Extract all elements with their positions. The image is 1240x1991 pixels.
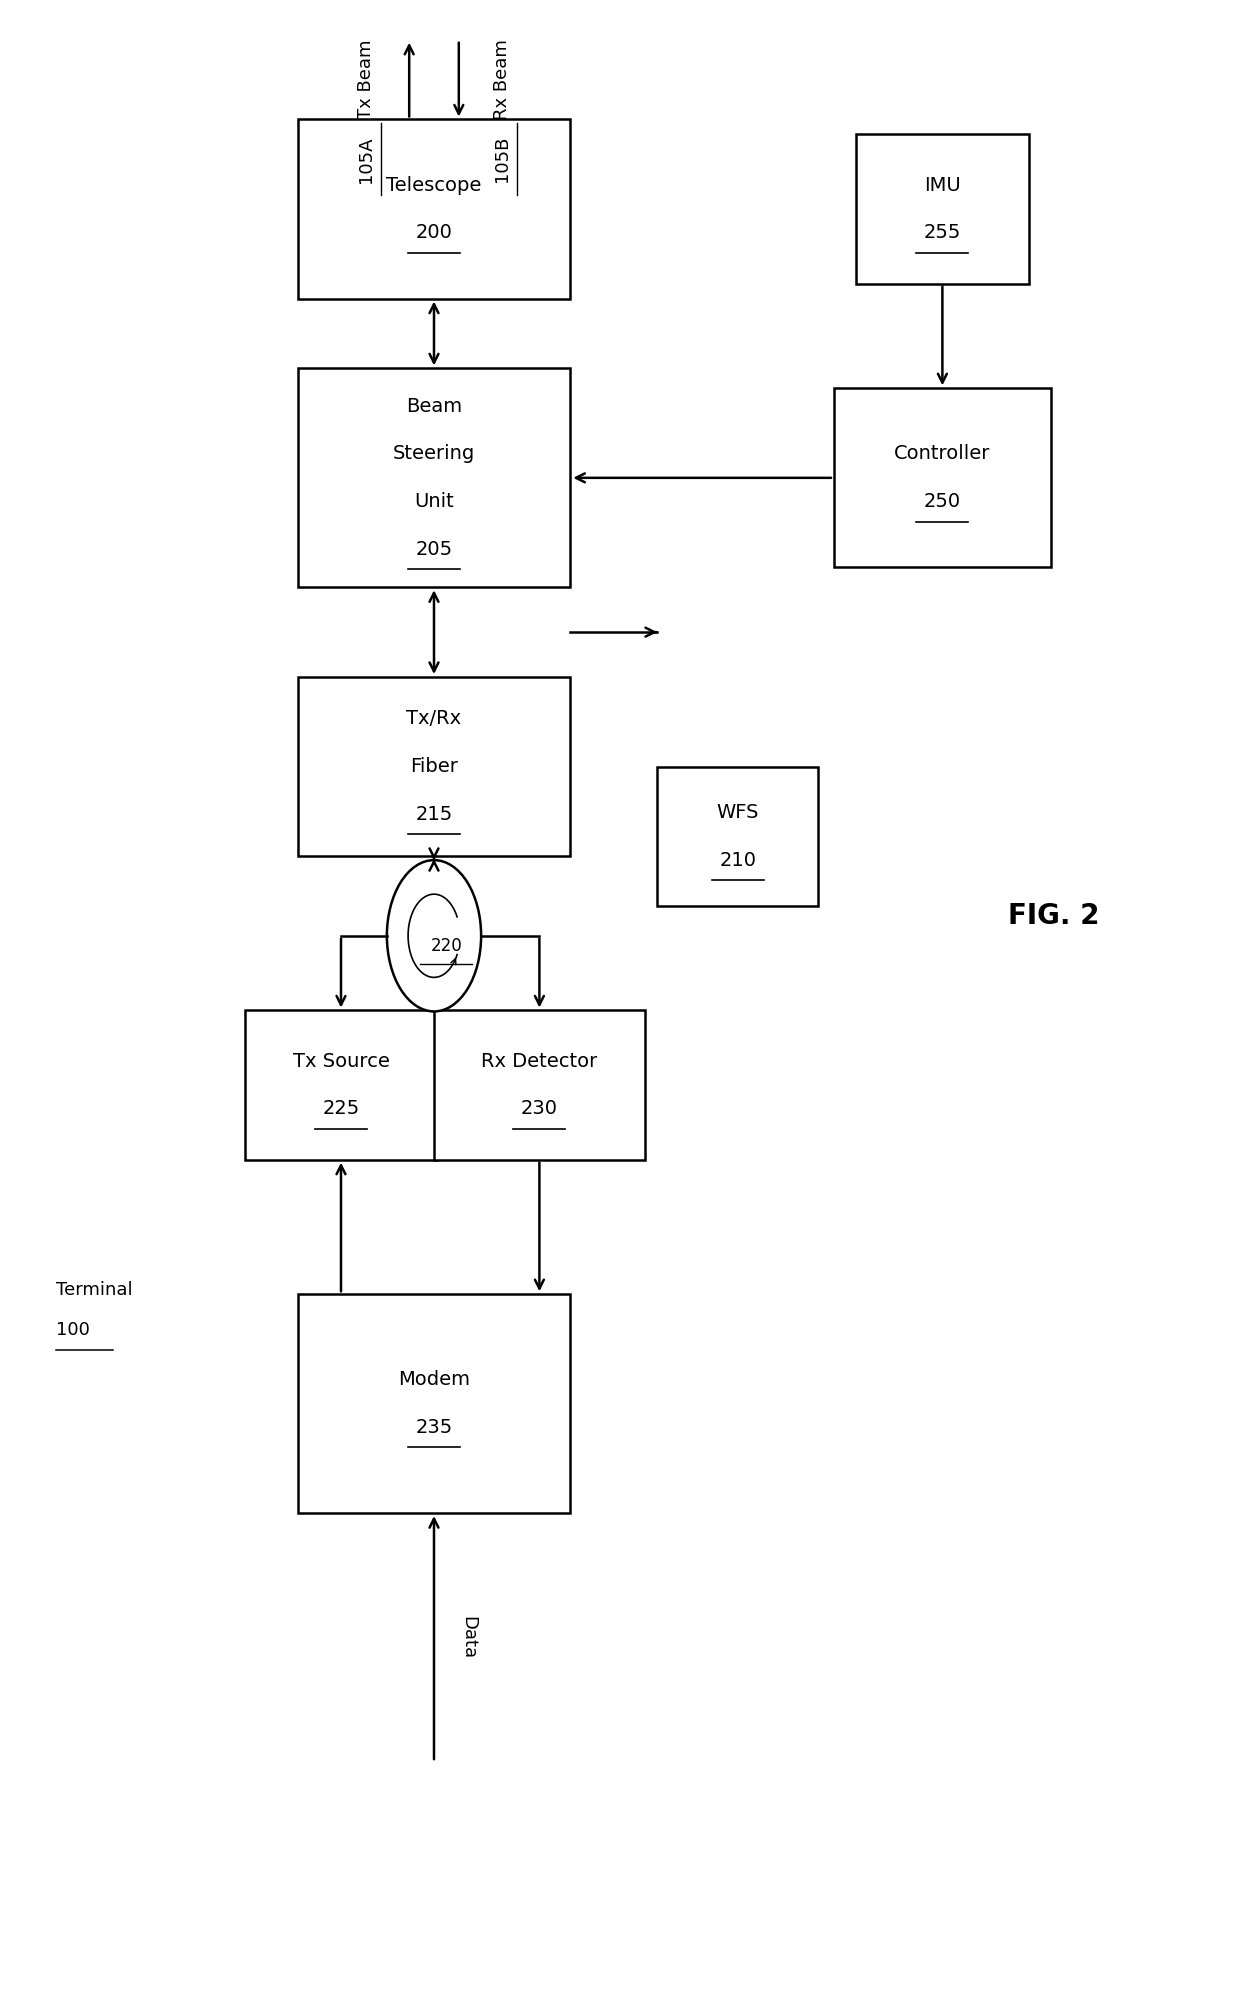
Text: Data: Data <box>460 1617 477 1659</box>
Text: Unit: Unit <box>414 492 454 512</box>
Text: Fiber: Fiber <box>410 757 458 776</box>
Bar <box>246 1009 438 1159</box>
Bar <box>657 767 818 906</box>
Text: 205: 205 <box>415 540 453 559</box>
Text: Terminal: Terminal <box>56 1280 133 1300</box>
Text: 105A: 105A <box>357 135 374 183</box>
Text: 225: 225 <box>322 1099 360 1119</box>
Text: Tx Beam: Tx Beam <box>357 40 374 119</box>
Text: Telescope: Telescope <box>387 175 481 195</box>
Text: Rx Beam: Rx Beam <box>494 40 511 119</box>
Text: 100: 100 <box>56 1320 89 1340</box>
Text: 230: 230 <box>521 1099 558 1119</box>
Text: Tx/Rx: Tx/Rx <box>407 709 461 729</box>
Bar <box>298 677 570 856</box>
Text: 235: 235 <box>415 1418 453 1438</box>
Text: 250: 250 <box>924 492 961 512</box>
Bar <box>298 119 570 299</box>
Text: 255: 255 <box>924 223 961 243</box>
Text: Modem: Modem <box>398 1370 470 1390</box>
Text: 210: 210 <box>719 850 756 870</box>
Bar <box>434 1009 645 1159</box>
Bar <box>833 388 1050 567</box>
Text: Tx Source: Tx Source <box>293 1051 389 1071</box>
Text: 200: 200 <box>415 223 453 243</box>
Text: FIG. 2: FIG. 2 <box>1008 902 1100 930</box>
Bar <box>298 1294 570 1513</box>
Text: Steering: Steering <box>393 444 475 464</box>
Text: 215: 215 <box>415 804 453 824</box>
Circle shape <box>387 860 481 1011</box>
Text: Beam: Beam <box>405 396 463 416</box>
Text: Rx Detector: Rx Detector <box>481 1051 598 1071</box>
Bar <box>298 368 570 587</box>
Text: 105B: 105B <box>494 135 511 183</box>
Text: IMU: IMU <box>924 175 961 195</box>
Text: 220: 220 <box>430 936 463 956</box>
Text: Controller: Controller <box>894 444 991 464</box>
Text: WFS: WFS <box>717 802 759 822</box>
Bar <box>856 135 1029 283</box>
